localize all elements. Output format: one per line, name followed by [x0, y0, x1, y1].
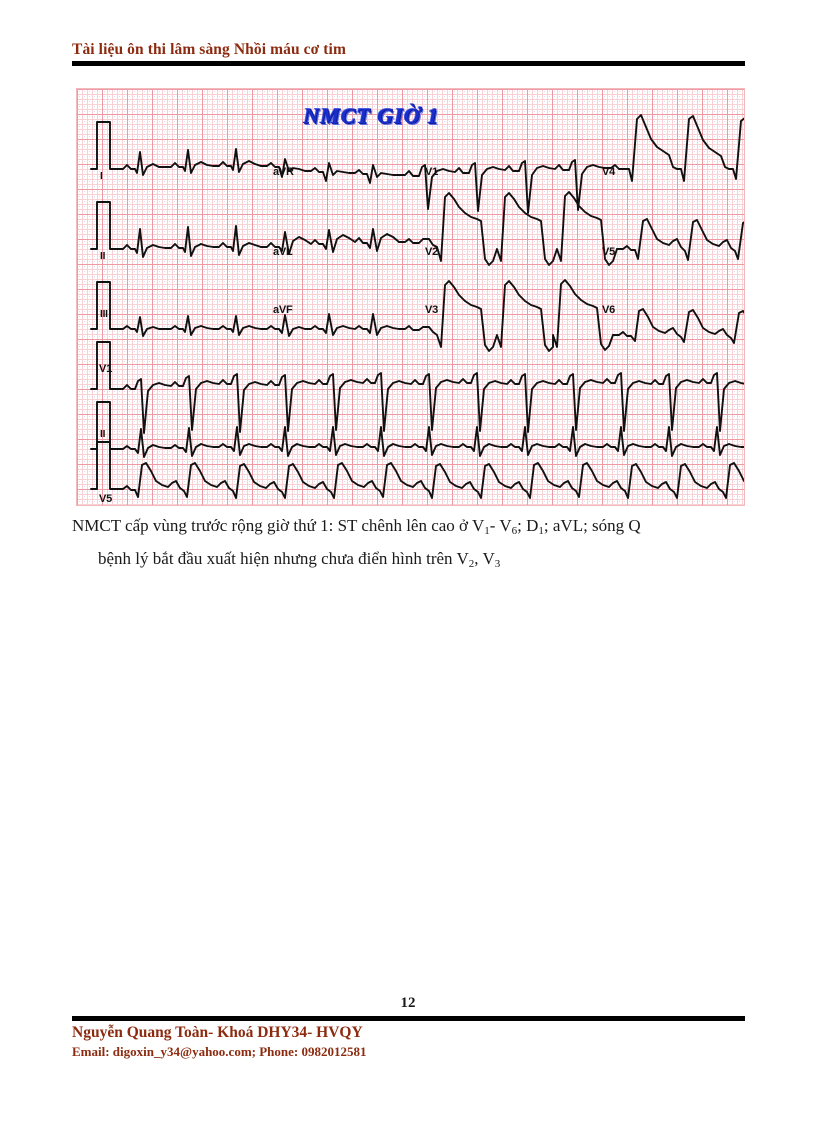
- footer-divider: [72, 1016, 745, 1021]
- figure-caption: NMCT cấp vùng trước rộng giờ thứ 1: ST c…: [72, 512, 748, 578]
- rhythm-label-V1: V1: [99, 363, 113, 375]
- lead-label-aVF: aVF: [273, 304, 293, 316]
- caption-line2-part2: , V: [474, 549, 495, 568]
- footer-contact: Email: digoxin_y34@yahoo.com; Phone: 098…: [72, 1044, 367, 1059]
- rhythm-label-V5: V5: [99, 493, 113, 505]
- caption-line1-part4: ; aVL; sóng Q: [543, 516, 641, 535]
- page-number: 12: [400, 995, 416, 1011]
- page-header: Tài liệu ôn thi lâm sàng Nhồi máu cơ tim: [72, 40, 745, 66]
- lead-label-V6: V6: [602, 304, 616, 316]
- lead-label-aVL: aVL: [273, 246, 293, 258]
- lead-label-V2: V2: [425, 246, 439, 258]
- lead-label-III: III: [100, 309, 108, 320]
- header-title: Tài liệu ôn thi lâm sàng Nhồi máu cơ tim: [72, 41, 346, 58]
- caption-line2-part1: bệnh lý bắt đầu xuất hiện nhưng chưa điể…: [98, 549, 469, 568]
- rhythm-label-II: II: [100, 429, 106, 440]
- caption-line2-sub2: 3: [494, 558, 501, 570]
- lead-label-V3: V3: [425, 304, 439, 316]
- ecg-figure: NMCT GIỜ 1 I aVR V1 V4 II aVL V2 V5 III …: [76, 88, 745, 506]
- caption-line1-sub3: 1: [538, 525, 544, 537]
- caption-line1-sub2: 6: [511, 525, 518, 537]
- lead-label-V5: V5: [602, 246, 616, 258]
- lead-label-II: II: [100, 251, 106, 262]
- caption-line1-part2: - V: [489, 516, 512, 535]
- footer-author: Nguyễn Quang Toàn- Khoá DHY34- HVQY: [72, 1024, 363, 1041]
- lead-label-V1: V1: [425, 166, 439, 178]
- caption-line1-part1: NMCT cấp vùng trước rộng giờ thứ 1: ST c…: [72, 516, 485, 535]
- caption-line1-sub1: 1: [484, 525, 490, 537]
- page-footer: Nguyễn Quang Toàn- Khoá DHY34- HVQY Emai…: [72, 1023, 745, 1061]
- header-divider: [72, 61, 745, 66]
- ecg-overlay-title: NMCT GIỜ 1: [303, 103, 439, 128]
- lead-label-aVR: aVR: [273, 166, 294, 178]
- ecg-trace-layer: [77, 89, 744, 505]
- lead-label-V4: V4: [602, 166, 616, 178]
- caption-line2-sub1: 2: [468, 558, 475, 570]
- lead-label-I: I: [100, 171, 103, 182]
- caption-line2: bệnh lý bắt đầu xuất hiện nhưng chưa điể…: [72, 545, 748, 578]
- caption-line1-part3: ; D: [517, 516, 539, 535]
